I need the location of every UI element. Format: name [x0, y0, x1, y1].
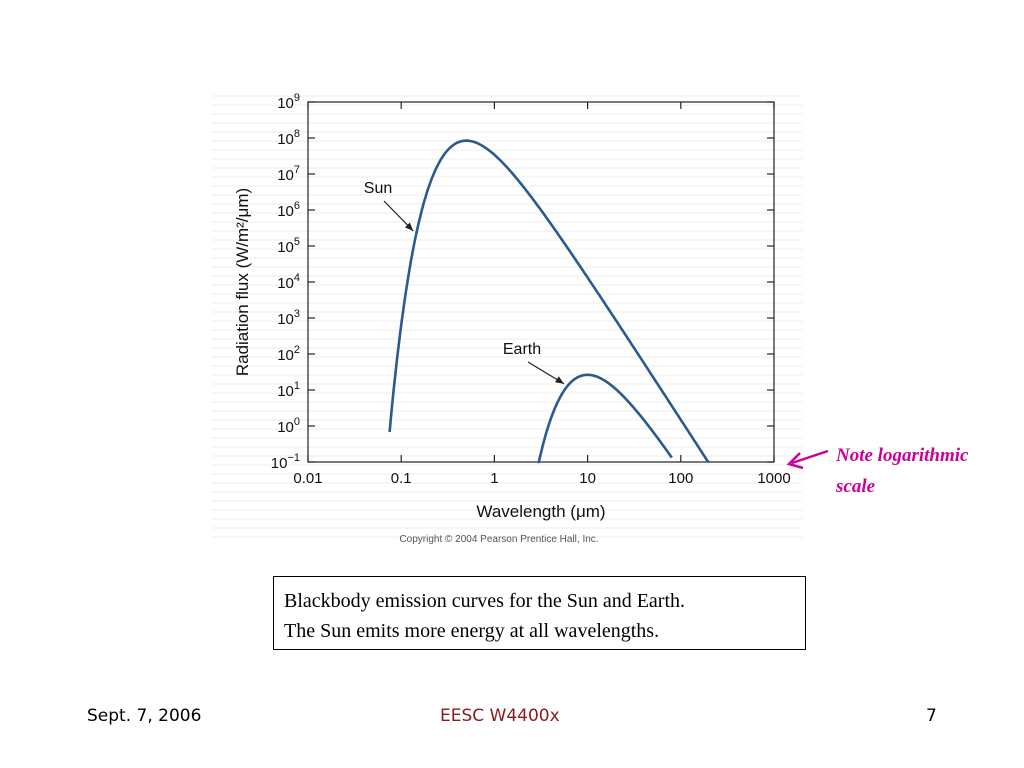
x-tick-label: 10 [579, 470, 596, 487]
y-tick-label: 107 [277, 164, 300, 184]
footer-date: Sept. 7, 2006 [87, 706, 202, 726]
caption-line-1: Blackbody emission curves for the Sun an… [284, 590, 686, 612]
arrowhead-sun [404, 222, 414, 231]
x-tick-label: 1000 [757, 470, 790, 487]
y-tick-label: 100 [277, 416, 300, 436]
caption-line-2: The Sun emits more energy at all wavelen… [284, 620, 660, 642]
curve-sun [388, 139, 710, 464]
x-tick-label: 0.1 [391, 470, 412, 487]
y-tick-label: 106 [277, 200, 300, 220]
y-axis-label: Radiation flux (W/m²/μm) [233, 188, 252, 376]
note-logarithmic-scale: Note logarithmic scale [836, 440, 1021, 502]
x-axis-label: Wavelength (μm) [476, 502, 605, 521]
footer-course: EESC W4400x [440, 706, 560, 726]
y-tick-label: 104 [277, 272, 300, 292]
y-tick-label: 103 [277, 308, 300, 328]
y-tick-label: 108 [277, 128, 300, 148]
plot-frame [307, 101, 775, 463]
y-tick-label: 102 [277, 344, 300, 364]
x-tick-label: 1 [490, 470, 498, 487]
x-tick-label: 100 [668, 470, 693, 487]
y-tick-label: 101 [277, 380, 300, 400]
y-tick-label: 109 [277, 92, 300, 112]
y-tick-label: 10−1 [271, 452, 300, 472]
label-sun: Sun [364, 180, 392, 197]
note-line-1: Note logarithmic [836, 445, 969, 466]
background-lines [212, 95, 802, 538]
label-earth: Earth [503, 341, 541, 358]
y-tick-label: 105 [277, 236, 300, 256]
curve-earth [537, 373, 673, 464]
blackbody-chart: 0.01 0.1 1 10 100 1000 10−1 100 101 102 103 104 105 1… [212, 92, 802, 545]
caption-box: Blackbody emission curves for the Sun an… [273, 576, 806, 650]
plot-area: 0.01 0.1 1 10 100 1000 10−1 100 101 102 103 104 105 1… [233, 92, 791, 545]
copyright-text: Copyright © 2004 Pearson Prentice Hall, … [399, 534, 598, 545]
arrowhead-earth [555, 376, 564, 384]
footer-page-number: 7 [926, 706, 937, 726]
note-line-2: scale [836, 476, 876, 497]
x-tick-label: 0.01 [293, 470, 322, 487]
